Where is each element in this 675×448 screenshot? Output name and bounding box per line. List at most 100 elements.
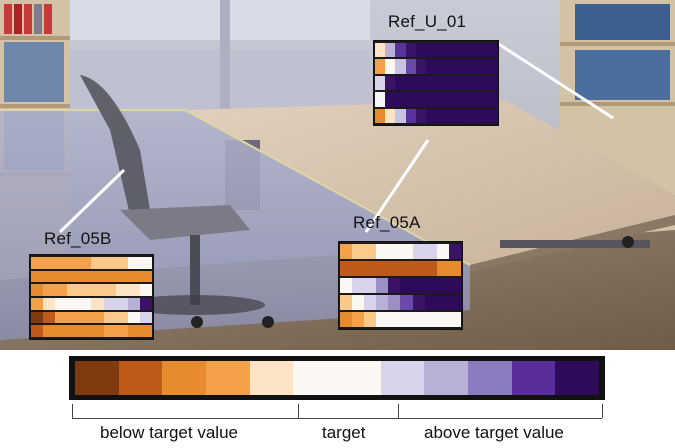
color-cell — [456, 92, 467, 107]
color-strip-row — [31, 270, 152, 283]
color-cell — [364, 295, 377, 310]
color-cell — [67, 298, 80, 310]
above-range-bracket — [398, 404, 602, 419]
color-cell — [405, 75, 416, 91]
color-cell — [91, 284, 104, 297]
color-cell — [448, 244, 461, 259]
legend-swatch — [424, 361, 469, 395]
color-strip-row — [375, 43, 498, 58]
ref-05b-strips — [29, 254, 154, 340]
color-cell — [364, 244, 377, 259]
color-cell — [486, 75, 498, 91]
color-cell — [127, 298, 140, 310]
color-cell — [466, 75, 477, 91]
color-strip-row — [31, 298, 152, 310]
color-cell — [436, 278, 449, 293]
color-cell — [139, 284, 152, 297]
color-cell — [388, 261, 401, 276]
color-strip-row — [340, 278, 461, 293]
color-cell — [486, 59, 498, 74]
color-cell — [31, 257, 44, 269]
color-cell — [115, 311, 128, 324]
color-strip-row — [375, 108, 498, 124]
color-cell — [412, 244, 425, 259]
color-cell — [424, 244, 437, 259]
color-cell — [436, 92, 447, 107]
color-cell — [115, 284, 128, 297]
color-cell — [352, 278, 365, 293]
color-cell — [395, 43, 406, 58]
office-scene-rendering — [0, 0, 675, 350]
color-cell — [340, 312, 353, 327]
color-cell — [375, 92, 386, 107]
color-strip-row — [31, 257, 152, 269]
color-cell — [352, 244, 365, 259]
color-cell — [436, 244, 449, 259]
color-cell — [364, 261, 377, 276]
color-cell — [456, 75, 467, 91]
above-target-label: above target value — [424, 423, 564, 442]
color-cell — [43, 284, 56, 297]
color-cell — [375, 43, 386, 58]
color-cell — [385, 108, 396, 124]
color-cell — [388, 278, 401, 293]
color-cell — [385, 59, 396, 74]
legend-color-bar — [69, 356, 605, 400]
color-cell — [43, 325, 56, 338]
color-cell — [415, 59, 426, 74]
color-cell — [448, 312, 461, 327]
color-cell — [436, 261, 449, 276]
color-cell — [400, 295, 413, 310]
color-cell — [436, 312, 449, 327]
color-cell — [139, 270, 152, 283]
color-cell — [395, 75, 406, 91]
color-cell — [400, 278, 413, 293]
color-cell — [43, 270, 56, 283]
color-strip-row — [375, 59, 498, 74]
color-cell — [400, 312, 413, 327]
below-target-label: below target value — [100, 423, 238, 442]
color-cell — [67, 325, 80, 338]
color-cell — [448, 295, 461, 310]
color-cell — [67, 284, 80, 297]
color-cell — [400, 244, 413, 259]
color-cell — [436, 59, 447, 74]
color-cell — [375, 108, 386, 124]
color-strip-row — [31, 311, 152, 324]
color-strip-row — [375, 75, 498, 91]
color-cell — [388, 244, 401, 259]
color-cell — [127, 325, 140, 338]
color-cell — [425, 75, 437, 91]
color-strip-row — [340, 295, 461, 310]
color-cell — [446, 59, 457, 74]
color-cell — [425, 108, 437, 124]
color-cell — [103, 270, 116, 283]
color-cell — [446, 43, 457, 58]
color-cell — [424, 278, 437, 293]
color-cell — [376, 278, 389, 293]
color-cell — [103, 325, 116, 338]
legend-swatch — [468, 361, 512, 395]
color-strip-row — [31, 325, 152, 338]
color-cell — [446, 108, 457, 124]
target-label: target — [322, 423, 366, 442]
color-cell — [31, 311, 44, 324]
color-cell — [405, 59, 416, 74]
color-cell — [385, 92, 396, 107]
color-cell — [127, 311, 140, 324]
color-cell — [395, 59, 406, 74]
color-cell — [415, 43, 426, 58]
color-cell — [412, 312, 425, 327]
color-cell — [79, 298, 92, 310]
color-cell — [376, 312, 389, 327]
color-cell — [139, 257, 152, 269]
color-cell — [425, 59, 437, 74]
color-cell — [385, 75, 396, 91]
color-cell — [340, 261, 353, 276]
color-cell — [412, 295, 425, 310]
color-cell — [55, 325, 68, 338]
color-cell — [115, 298, 128, 310]
color-cell — [456, 43, 467, 58]
color-cell — [415, 75, 426, 91]
color-cell — [91, 325, 104, 338]
